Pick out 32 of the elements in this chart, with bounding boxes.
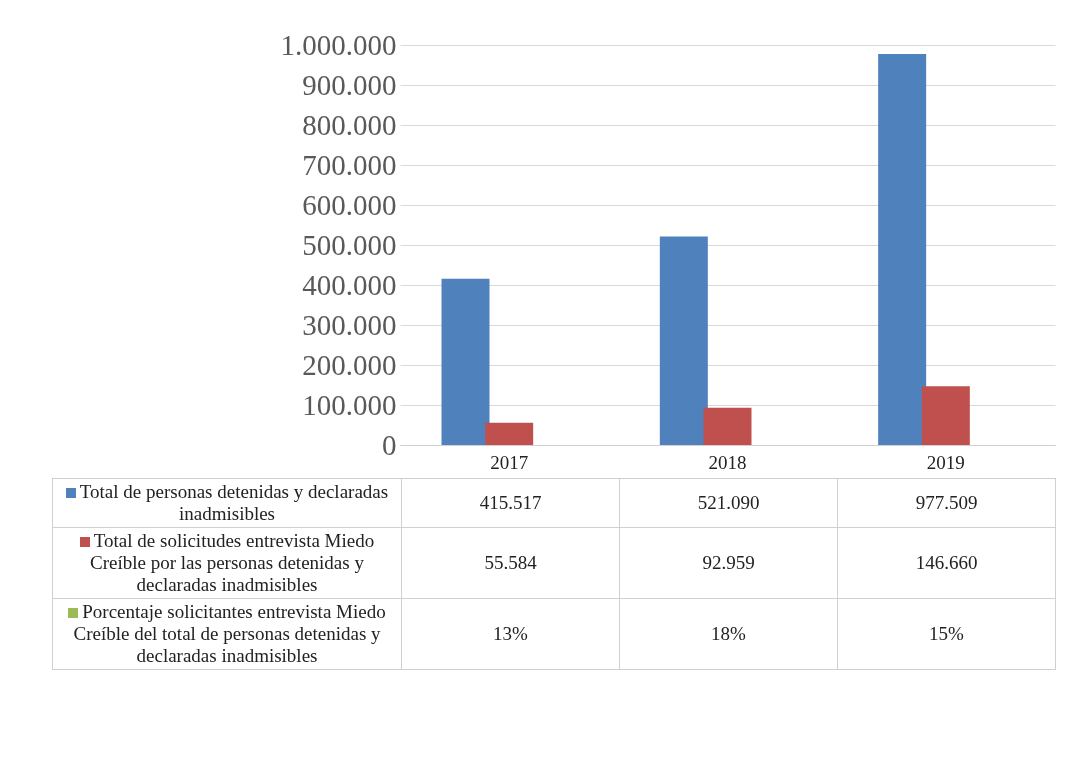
data-label: 15% [837, 598, 1056, 670]
bar [659, 236, 708, 445]
y-tick-label: 100.000 [302, 388, 397, 421]
data-label: 18% [619, 598, 838, 670]
data-label: 415.517 [401, 478, 620, 528]
data-label: 521.090 [619, 478, 838, 528]
y-tick-label: 400.000 [302, 268, 397, 301]
bar [441, 278, 490, 445]
y-tick-label: 200.000 [302, 348, 397, 381]
bar [921, 386, 970, 445]
bar [878, 54, 927, 445]
x-tick-label: 2018 [708, 451, 747, 473]
y-tick-label: 0 [382, 428, 397, 461]
data-label: 146.660 [837, 527, 1056, 599]
data-label: 55.584 [401, 527, 620, 599]
data-label: 977.509 [837, 478, 1056, 528]
data-label: 13% [401, 598, 620, 670]
bar [703, 407, 752, 445]
bar [485, 422, 534, 445]
y-tick-label: 500.000 [302, 228, 397, 261]
legend-label: Porcentaje solicitantes entrevista Miedo Creíble del total de personas detenidas y declaradas inadmisibles [52, 598, 402, 670]
y-tick-label: 600.000 [302, 188, 397, 221]
data-label: 92.959 [619, 527, 838, 599]
x-tick-label: 2017 [490, 451, 529, 473]
y-tick-label: 300.000 [302, 308, 397, 341]
y-tick-label: 1.000.000 [280, 28, 397, 61]
y-tick-label: 900.000 [302, 68, 397, 101]
y-tick-label: 700.000 [302, 148, 397, 181]
x-tick-label: 2019 [926, 451, 965, 473]
legend-label: Total de solicitudes entrevista Miedo Creíble por las personas detenidas y declaradas inadmisibles [52, 527, 402, 599]
y-tick-label: 800.000 [302, 108, 397, 141]
legend-label: Total de personas detenidas y declaradas inadmisibles [52, 478, 402, 528]
